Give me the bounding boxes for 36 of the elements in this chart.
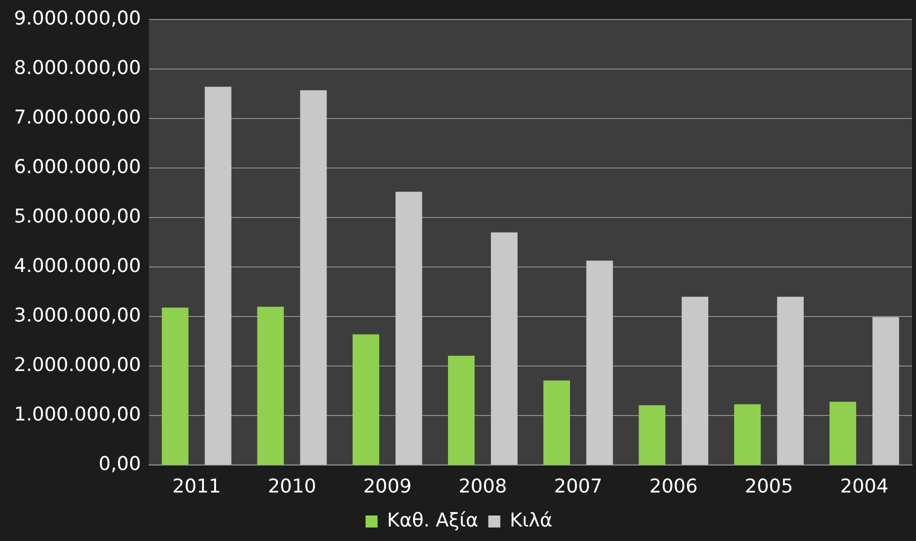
bar (872, 317, 900, 465)
bar (777, 296, 804, 465)
bar (830, 402, 856, 465)
x-tick-label: 2009 (363, 476, 412, 498)
bar (396, 192, 422, 465)
bar (257, 306, 284, 465)
y-tick-label: 6.000.000,00 (14, 156, 141, 178)
y-tick-label: 9.000.000,00 (14, 7, 141, 30)
bar (300, 90, 327, 465)
bar (204, 86, 232, 465)
bar (586, 260, 613, 465)
bar (448, 356, 475, 465)
bar (162, 308, 188, 465)
bar (734, 404, 761, 465)
bar (490, 232, 518, 465)
y-tick-label: 5.000.000,00 (14, 205, 141, 228)
x-tick-label: 2004 (840, 476, 888, 498)
y-tick-label: 0,00 (98, 453, 141, 476)
bar (352, 334, 380, 465)
x-tick-label: 2008 (458, 476, 507, 498)
legend-label: Καθ. Αξία (387, 509, 478, 532)
x-tick-label: 2010 (268, 476, 316, 498)
legend-label: Κιλά (510, 509, 552, 532)
x-tick-label: 2005 (744, 476, 794, 498)
y-tick-label: 3.000.000,00 (14, 304, 141, 327)
bar (543, 380, 570, 465)
bar (638, 405, 666, 465)
y-tick-label: 1.000.000,00 (14, 404, 141, 426)
x-tick-label: 2011 (172, 476, 221, 498)
bar (682, 296, 708, 465)
x-tick-label: 2006 (649, 476, 698, 498)
y-tick-label: 4.000.000,00 (14, 255, 141, 278)
y-tick-label: 7.000.000,00 (14, 106, 141, 128)
y-tick-label: 8.000.000,00 (14, 56, 141, 79)
y-tick-label: 2.000.000,00 (14, 354, 141, 376)
x-tick-label: 2007 (554, 476, 602, 498)
